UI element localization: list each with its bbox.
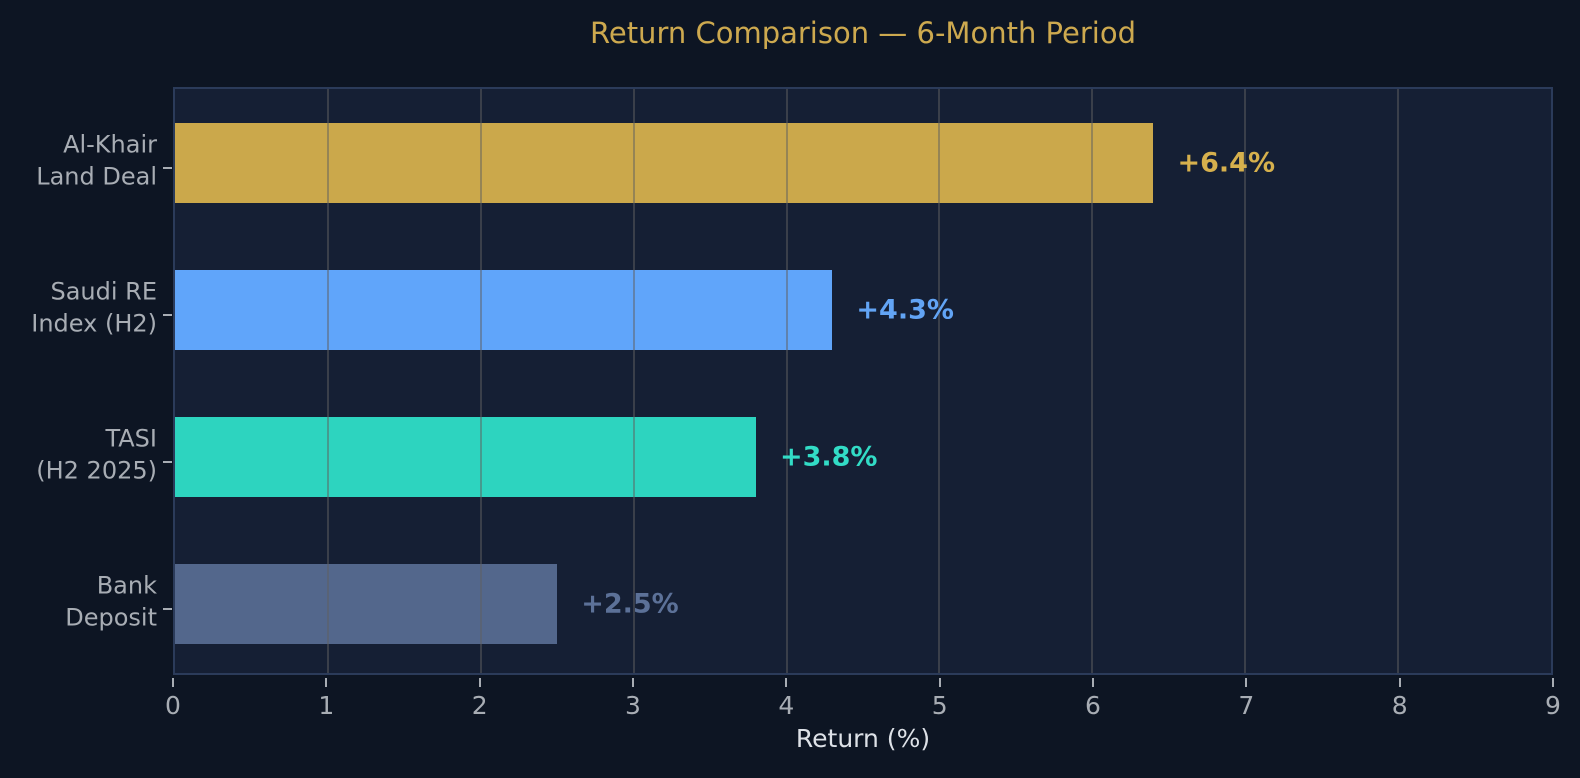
x-tick-mark [1245,678,1248,687]
x-tick-label: 0 [165,691,181,720]
x-tick-mark [785,678,788,687]
gridline [326,89,329,673]
plot-area: +6.4% +4.3% +3.8% +2.5% [173,87,1553,675]
x-tick-mark [1091,678,1094,687]
value-label-tasi-h2-2025: +3.8% [779,441,878,472]
x-tick-label: 4 [778,691,795,720]
x-tick-label: 9 [1545,691,1561,720]
x-tick-label: 1 [318,691,335,720]
y-tick-label-bank-deposit: Bank Deposit [65,571,157,632]
x-tick-label: 3 [625,691,641,720]
x-tick-label: 2 [471,691,488,720]
x-tick-mark [631,678,634,687]
chart-title: Return Comparison — 6-Month Period [590,16,1136,50]
y-tick-label-tasi-h2-2025: TASI (H2 2025) [36,424,157,485]
y-axis: Al-Khair Land Deal Saudi RE Index (H2) TAS… [0,87,172,675]
x-tick-label: 7 [1238,691,1255,720]
gridline [785,89,788,673]
y-tick-label-saudi-re-index-h2: Saudi RE Index (H2) [31,277,157,338]
x-tick-label: 8 [1391,691,1408,720]
value-label-bank-deposit: +2.5% [581,588,679,619]
x-tick-mark [1552,678,1554,687]
bar-al-khair-land-deal [175,122,1154,203]
value-label-al-khair-land-deal: +6.4% [1177,147,1275,178]
x-tick-label: 6 [1085,691,1101,720]
x-tick-mark [938,678,941,687]
bar-saudi-re-index-h2 [175,269,833,350]
y-tick-mark [163,607,172,610]
gridline [1397,89,1400,673]
gridline [1244,89,1247,673]
gridline [632,89,635,673]
x-axis-label: Return (%) [795,724,931,753]
y-tick-mark [163,313,172,316]
y-tick-mark [163,460,172,463]
gridline [938,89,941,673]
y-tick-mark [163,166,172,169]
value-label-saudi-re-index-h2: +4.3% [856,294,954,325]
gridline [1091,89,1094,673]
x-tick-mark [325,678,328,687]
x-tick-mark [172,678,174,687]
x-axis: 0 1 2 3 4 5 6 7 8 9 [165,677,1561,727]
x-tick-mark [1398,678,1401,687]
gridline [479,89,482,673]
bar-bank-deposit [175,563,558,644]
x-tick-label: 5 [931,691,948,720]
y-tick-label-al-khair-land-deal: Al-Khair Land Deal [36,130,157,191]
bar-tasi-h2-2025 [175,416,756,497]
x-tick-mark [478,678,481,687]
